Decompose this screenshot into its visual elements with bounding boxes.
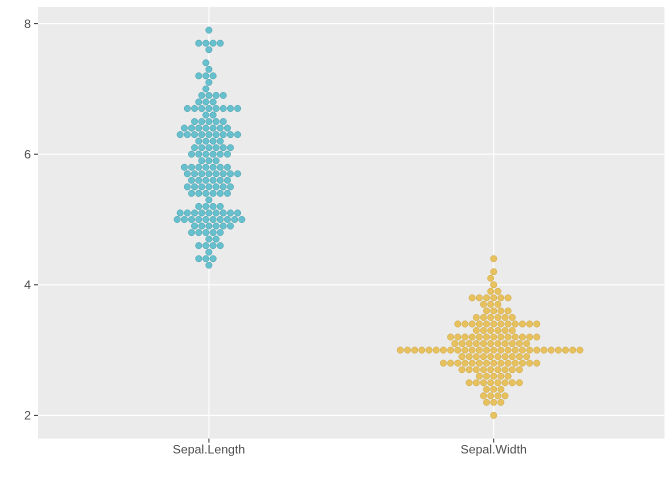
- svg-text:8: 8: [24, 17, 31, 31]
- svg-text:4: 4: [24, 278, 31, 292]
- svg-text:6: 6: [24, 148, 31, 162]
- svg-text:Sepal.Width: Sepal.Width: [461, 443, 527, 457]
- svg-text:Sepal.Length: Sepal.Length: [173, 443, 246, 457]
- svg-text:2: 2: [24, 409, 31, 423]
